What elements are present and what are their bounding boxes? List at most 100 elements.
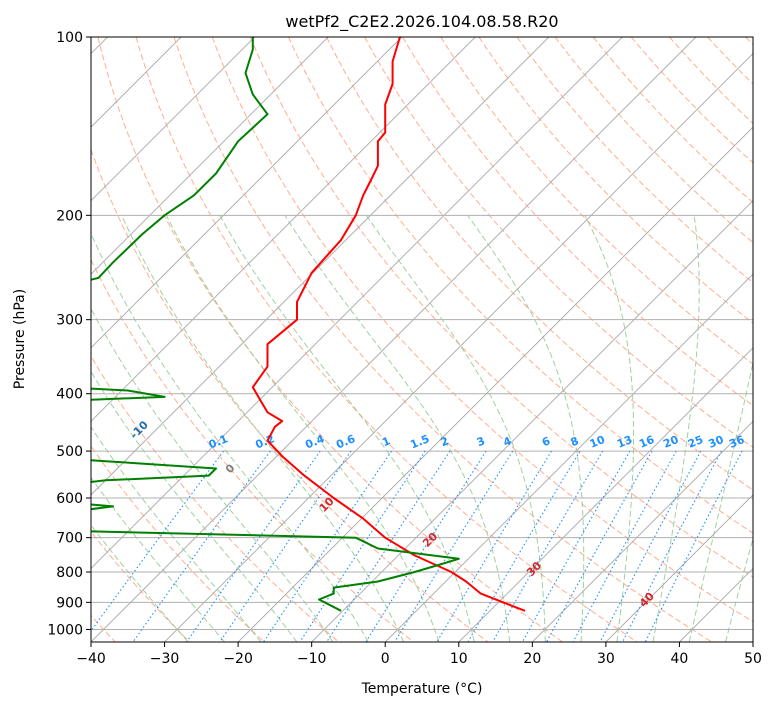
mixing-ratio-line [599,450,702,642]
dry-adiabat [91,355,340,642]
mixing-ratio-line [436,450,552,642]
x-tick-label: 0 [381,651,390,667]
dry-adiabat [592,37,753,204]
moist-adiabat [91,307,334,642]
dry-adiabat-label: -30 [0,372,8,395]
mixing-ratio-label: 25 [686,433,705,451]
moist-adiabat [91,426,262,642]
moist-adiabat [165,215,440,642]
mixing-ratio-line [622,450,722,642]
y-tick-label: 500 [56,444,83,460]
mixing-ratio-label: 3 [475,434,487,449]
x-tick-label: 50 [744,651,762,667]
dry-adiabat-label: -20 [58,401,81,424]
mixing-ratio-label: 8 [569,434,581,449]
y-tick-label: 600 [56,491,83,507]
moist-adiabats [91,215,753,642]
x-tick-label: 30 [597,651,615,667]
mixing-ratio-line [572,450,677,642]
moist-adiabat [725,536,753,642]
profiles [91,37,526,612]
moist-adiabat [652,215,700,642]
mixing-ratio-line [546,450,653,642]
mixing-ratio-line [644,450,743,642]
chart-title: wetPf2_C2E2.2026.104.08.58.R20 [285,12,558,32]
moist-adiabat [284,215,511,642]
y-tick-label: 200 [56,208,83,224]
dry-adiabat-label: 20 [420,530,440,550]
moist-adiabat [467,215,585,642]
mixing-ratio-label: 2 [439,434,451,449]
mixing-ratio-lines [91,450,743,642]
x-tick-label: 20 [523,651,541,667]
moist-adiabat [365,215,546,642]
mixing-ratio-label: 20 [661,433,680,451]
mixing-ratio-label: 1 [380,434,392,449]
dry-adiabat-label: 40 [637,590,657,610]
y-tick-label: 1000 [47,622,83,638]
y-tick-label: 100 [56,30,83,46]
isotherm [384,273,753,642]
mixing-ratio-line [219,450,352,642]
dry-adiabat [91,531,191,642]
x-axis-label: Temperature (°C) [361,681,483,697]
isotherm [605,494,753,642]
moist-adiabat [219,215,475,642]
moist-adiabat [688,360,753,642]
y-tick-label: 900 [56,595,83,611]
x-tick-label: −10 [297,651,327,667]
dry-adiabat-label: 0 [223,461,238,476]
mixing-ratio-label: 0.1 [207,432,230,451]
isotherm [91,37,550,496]
dry-adiabat [91,148,489,642]
y-axis-label: Pressure (hPa) [12,289,28,389]
mixing-ratio-line [522,450,631,642]
dry-adiabat [516,37,753,284]
x-axis-ticks: −40 −30 −20 −10 0 10 20 30 40 50 [76,642,762,667]
x-tick-label: 10 [450,651,468,667]
mixing-ratio-label: 6 [540,434,552,449]
isobars [91,37,753,630]
moist-adiabat [121,215,405,642]
dry-adiabat [326,37,753,491]
mixing-ratio-label: 36 [727,433,746,451]
y-tick-label: 400 [56,387,83,403]
mixing-ratio-line [263,450,392,642]
isotherm [458,347,753,642]
plot-frame [90,36,754,643]
isotherm [91,37,256,202]
mixing-ratio-label: 1.5 [408,432,431,451]
isotherm [752,641,753,642]
mixing-ratio-label: 16 [637,433,656,451]
dry-adiabat [402,37,753,407]
mixing-ratio-label: 30 [707,433,726,451]
isotherm [91,37,697,642]
temperature-profile [251,37,526,612]
y-axis-ticks: 1000 900 800 700 600 500 400 300 200 100 [47,30,91,638]
y-tick-label: 800 [56,565,83,581]
isotherms [91,37,753,642]
isotherm [531,420,753,642]
dry-adiabat [91,258,414,642]
mixing-ratio-line [299,450,426,642]
mixing-ratio-line [186,450,321,642]
mixing-ratio-line [492,450,604,642]
isotherm [91,37,403,349]
isotherm [91,37,476,423]
mixing-ratio-line [91,450,224,632]
mixing-ratio-label: 0.4 [303,432,326,451]
mixing-ratio-label: 13 [615,433,634,451]
dry-adiabat [364,37,753,449]
dry-adiabat [97,37,563,642]
isotherm [679,567,753,642]
moist-adiabat [91,370,298,642]
isotherm [91,37,623,570]
dry-adiabat [554,37,753,244]
dry-adiabat [91,445,265,642]
dry-adiabat [135,37,638,642]
dry-adiabat [707,37,753,85]
moist-adiabat [584,215,635,642]
dry-adiabat [249,37,753,578]
mixing-ratio-label: 10 [588,433,607,451]
isotherm [237,126,753,642]
